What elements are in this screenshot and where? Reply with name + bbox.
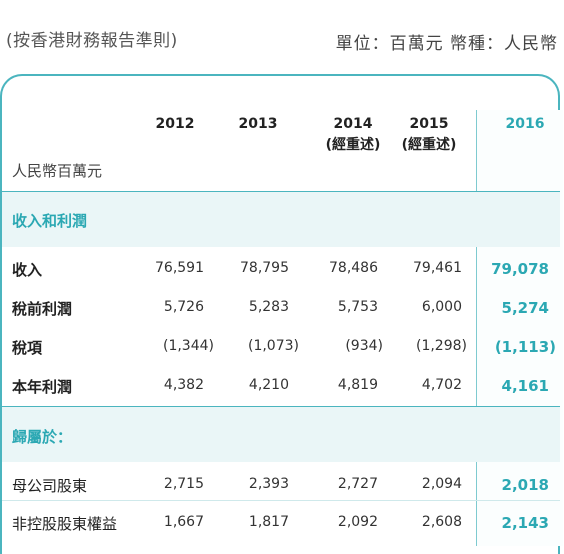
cell-value: 2,393 (248, 476, 289, 492)
cell-value: 78,486 (329, 260, 378, 276)
cell-value: 5,753 (337, 299, 378, 315)
cell-value: 76,591 (155, 260, 204, 276)
cell-value: 6,000 (421, 299, 462, 315)
section-title-attributable: 歸屬於： (12, 428, 73, 446)
cell-value: (1,298) (415, 338, 467, 354)
cell-value-highlight: 79,078 (491, 260, 549, 278)
table-row: 收入 76,591 78,795 78,486 79,461 79,078 (0, 254, 560, 284)
row-divider (2, 500, 560, 501)
row-label: 本年利潤 (12, 378, 73, 396)
cell-value: 1,817 (248, 514, 289, 530)
cell-value-highlight: 2,018 (501, 476, 549, 494)
cell-value: 4,210 (248, 377, 289, 393)
col-header-2013: 2013 (238, 116, 278, 132)
cell-value: 2,715 (163, 476, 204, 492)
cell-value-highlight: 5,274 (501, 299, 549, 317)
cell-value: (1,073) (247, 338, 299, 354)
col-header-2014: 2014 (經重述) (325, 116, 381, 153)
cell-value: 1,667 (163, 514, 204, 530)
cell-value: 4,819 (337, 377, 378, 393)
col-header-2015: 2015 (經重述) (401, 116, 457, 153)
row-label: 母公司股東 (12, 477, 88, 495)
cell-value: 2,608 (421, 514, 462, 530)
row-label: 稅前利潤 (12, 300, 73, 318)
table-row: 本年利潤 4,382 4,210 4,819 4,702 4,161 (0, 371, 560, 401)
highlight-column-2016 (476, 110, 563, 546)
row-label: 收入 (12, 261, 43, 279)
cell-value: 4,702 (421, 377, 462, 393)
cell-value: 5,726 (163, 299, 204, 315)
divider (2, 406, 560, 407)
accounting-standard-note: (按香港財務報告準則) (6, 31, 178, 51)
cell-value-highlight: 4,161 (501, 377, 549, 395)
table-row: 稅前利潤 5,726 5,283 5,753 6,000 5,274 (0, 293, 560, 323)
row-label: 非控股股東權益 (12, 515, 118, 533)
table-row: 母公司股東 2,715 2,393 2,727 2,094 2,018 (0, 470, 560, 500)
row-label: 稅項 (12, 339, 43, 357)
cell-value: 4,382 (163, 377, 204, 393)
cell-value-highlight: (1,113) (494, 338, 556, 356)
col-header-2012: 2012 (155, 116, 195, 132)
cell-value-highlight: 2,143 (501, 514, 549, 532)
cell-value: 2,092 (337, 514, 378, 530)
table-row: 非控股股東權益 1,667 1,817 2,092 2,608 2,143 (0, 508, 560, 538)
col-header-2016: 2016 (505, 116, 545, 132)
divider (2, 191, 560, 192)
unit-label: 人民幣百萬元 (12, 162, 103, 180)
table-row: 稅項 (1,344) (1,073) (934) (1,298) (1,113) (0, 332, 560, 362)
cell-value: 79,461 (413, 260, 462, 276)
section-band (2, 192, 560, 247)
section-title-revenue-profit: 收入和利潤 (12, 212, 88, 230)
unit-currency-note: 單位：百萬元 幣種：人民幣 (335, 34, 558, 54)
cell-value: 2,727 (337, 476, 378, 492)
cell-value: (934) (345, 338, 383, 354)
section-band (2, 407, 560, 462)
cell-value: 78,795 (240, 260, 289, 276)
cell-value: 2,094 (421, 476, 462, 492)
cell-value: 5,283 (248, 299, 289, 315)
cell-value: (1,344) (162, 338, 214, 354)
